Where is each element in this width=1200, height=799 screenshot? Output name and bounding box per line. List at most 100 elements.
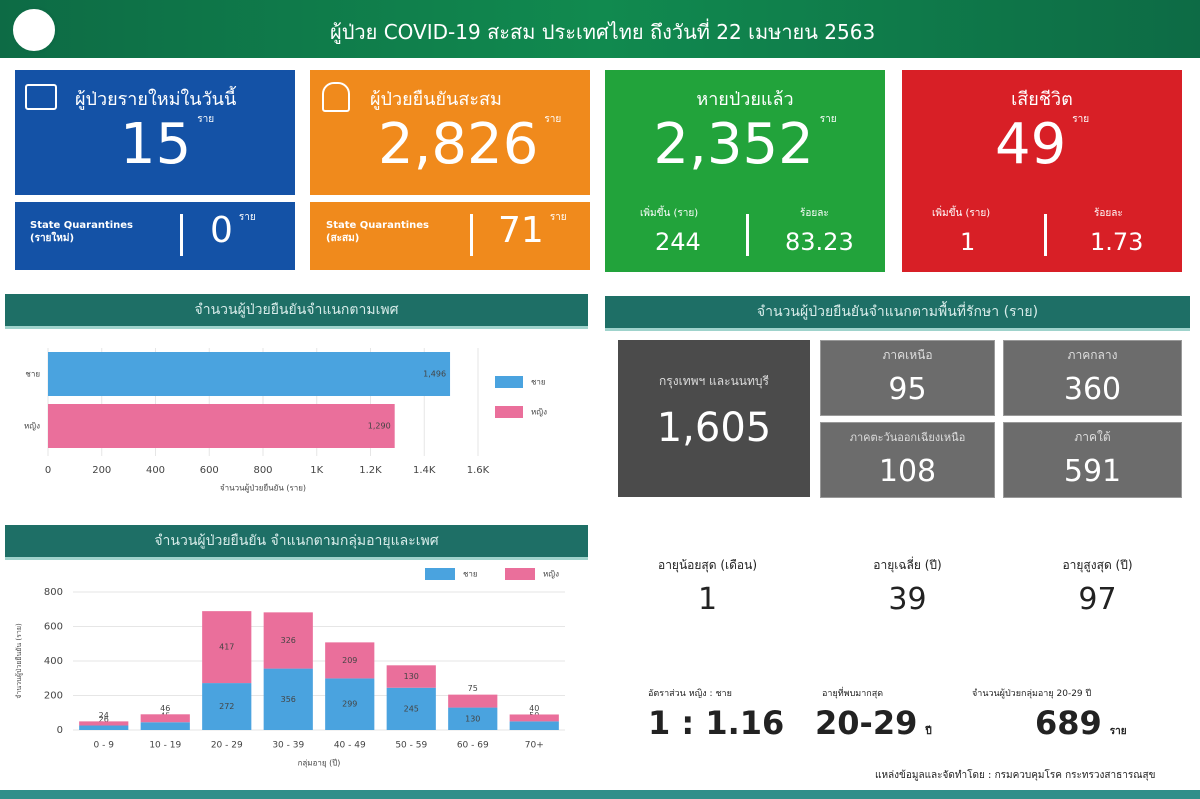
region-name: ภาคกลาง — [1067, 348, 1118, 362]
value-label: 272 — [219, 702, 234, 711]
x-axis-label: จำนวนผู้ป่วยยืนยัน (ราย) — [220, 484, 306, 494]
card-title: หายป่วยแล้ว — [696, 89, 794, 110]
x-tick-label: 1.2K — [359, 465, 382, 476]
stat-label: อายุสูงสุด (ปี) — [1062, 558, 1133, 572]
x-tick-label: 800 — [253, 465, 272, 476]
y-tick-label: 800 — [44, 587, 63, 598]
value-label: 40 — [529, 704, 539, 713]
sub-value: 83.23 — [785, 228, 854, 256]
stat-value: 689 ราย — [1035, 704, 1127, 742]
legend-swatch — [505, 568, 535, 580]
value: 2,826 — [378, 112, 539, 177]
sub-label: เพิ่มขึ้น (ราย) — [932, 208, 991, 219]
x-tick-label: 60 - 69 — [457, 741, 489, 751]
card-title: เสียชีวิต — [1011, 89, 1073, 110]
value-label: 209 — [342, 656, 357, 665]
y-tick-label: 0 — [57, 725, 63, 736]
bar — [48, 404, 395, 448]
x-tick-label: 0 — [45, 465, 51, 476]
value: 15 — [120, 112, 192, 177]
value: 20-29 — [815, 704, 918, 742]
region-value: 1,605 — [656, 405, 772, 451]
card — [310, 202, 590, 270]
bar-segment — [509, 714, 559, 722]
legend-swatch — [495, 376, 523, 388]
sub-value: 1 — [960, 228, 976, 256]
card — [15, 70, 295, 195]
region-value: 591 — [1063, 454, 1122, 489]
region-value: 360 — [1063, 372, 1122, 407]
card — [605, 70, 885, 272]
x-tick-label: 600 — [200, 465, 219, 476]
bar-segment — [386, 665, 436, 688]
x-tick-label: 200 — [92, 465, 111, 476]
sub-value: 0 ราย — [210, 210, 256, 251]
card — [902, 70, 1182, 272]
y-tick-label: 600 — [44, 622, 63, 633]
value-label: 24 — [99, 711, 109, 720]
y-axis-label: จำนวนผู้ป่วยยืนยัน (ราย) — [15, 623, 23, 699]
sub-label: State Quarantines (สะสม) — [326, 220, 430, 244]
card-value: 2,352 ราย — [605, 112, 885, 177]
value-label: 245 — [404, 704, 419, 713]
stat-value: 97 — [1078, 582, 1117, 617]
sub-label: ร้อยละ — [800, 208, 829, 219]
card — [15, 202, 295, 270]
bar-segment — [202, 683, 252, 730]
x-tick-label: 400 — [146, 465, 165, 476]
value-label: 299 — [342, 700, 357, 709]
icon — [322, 82, 350, 112]
x-tick-label: 1K — [310, 465, 323, 476]
region-box — [820, 422, 995, 498]
x-axis-label: กลุ่มอายุ (ปี) — [298, 759, 341, 768]
unit: ปี — [925, 726, 932, 737]
y-tick-label: ชาย — [25, 370, 40, 379]
bar-segment — [263, 668, 313, 730]
bar-segment — [325, 642, 375, 679]
unit: ราย — [1109, 726, 1127, 737]
divider — [1044, 214, 1047, 256]
gender-chart: 0 200 400 600 800 1K 1.2K 1.4K 1.6K จำนวนผู้ป่วยย… — [24, 348, 547, 494]
region-name: กรุงเทพฯ และนนทบุรี — [659, 374, 769, 388]
x-tick-label: 1.4K — [413, 465, 436, 476]
x-tick-label: 70+ — [525, 741, 544, 751]
bar-segment — [386, 687, 436, 730]
card-value: 49 ราย — [902, 112, 1182, 177]
value: 2,352 — [653, 112, 814, 177]
region-box — [1003, 422, 1182, 498]
value-label: 356 — [281, 695, 296, 704]
card-value: 15 ราย — [120, 112, 214, 177]
value-label: 1,496 — [423, 370, 446, 379]
unit: ราย — [544, 114, 562, 125]
legend-label: หญิง — [543, 570, 559, 579]
divider — [746, 214, 749, 256]
stat-label: อายุที่พบมากสุด — [822, 689, 884, 699]
bar-segment — [325, 678, 375, 730]
bar-segment — [79, 721, 129, 726]
legend-label: ชาย — [531, 378, 546, 387]
header-bar — [0, 0, 1200, 58]
sub-value: 244 — [655, 228, 701, 256]
unit: ราย — [549, 212, 567, 223]
card-value: 2,826 ราย — [378, 112, 561, 177]
stat-label: จำนวนผู้ป่วยกลุ่มอายุ 20-29 ปี — [972, 689, 1092, 699]
section-header: จำนวนผู้ป่วยยืนยัน จำแนกตามกลุ่มอายุและเ… — [5, 525, 588, 560]
sub-label: ร้อยละ — [1094, 208, 1123, 219]
y-tick-label: 200 — [44, 691, 63, 702]
region-name: ภาคใต้ — [1074, 430, 1111, 444]
bar — [48, 352, 451, 396]
stat-label: อัตราส่วน หญิง : ชาย — [648, 689, 732, 699]
bar-segment — [79, 725, 129, 730]
value: 0 — [210, 210, 233, 251]
section-header: จำนวนผู้ป่วยยืนยันจำแนกตามพื้นที่รักษา (… — [605, 296, 1190, 331]
divider — [180, 214, 183, 256]
unit: ราย — [819, 114, 837, 125]
x-tick-label: 20 - 29 — [211, 741, 243, 751]
unit: ราย — [1072, 114, 1090, 125]
value-label: 1,290 — [368, 422, 391, 431]
bar-segment — [509, 721, 559, 730]
value-label: 417 — [219, 643, 234, 652]
card-title: ผู้ป่วยรายใหม่ในวันนี้ — [75, 89, 237, 110]
region-name: ภาคตะวันออกเฉียงเหนือ — [849, 431, 966, 444]
